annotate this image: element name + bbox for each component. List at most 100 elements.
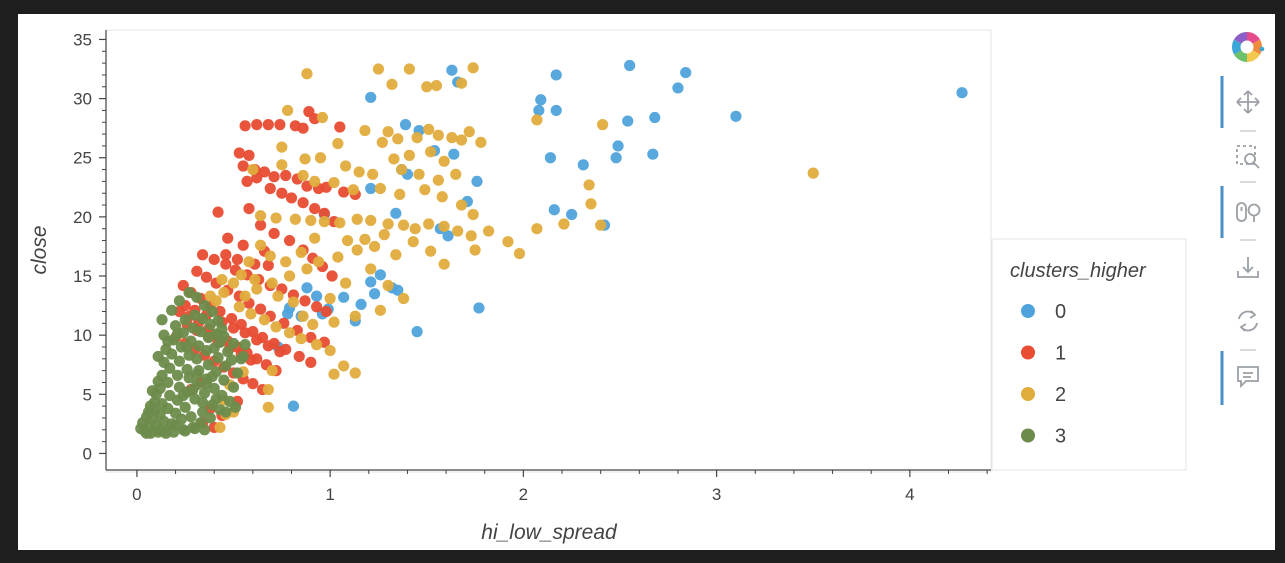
scatter-point [566, 208, 578, 221]
scatter-point [166, 304, 178, 316]
box-zoom-tool-icon[interactable] [1236, 145, 1260, 169]
scatter-point [349, 367, 361, 379]
scatter-point [365, 91, 377, 104]
scatter-point [558, 218, 570, 230]
scatter-point [318, 216, 330, 228]
scatter-point [195, 326, 207, 338]
scatter-point [266, 277, 278, 289]
scatter-point [680, 66, 692, 79]
scatter-point [353, 166, 365, 178]
scatter-point [212, 352, 224, 364]
y-tick-label: 35 [73, 30, 92, 49]
scatter-point [274, 346, 286, 358]
x-tick-labels: 0 1 2 3 4 [132, 485, 914, 504]
scatter-point [438, 155, 450, 167]
legend-marker [1021, 387, 1035, 401]
scatter-point [328, 368, 340, 380]
scatter-point [332, 251, 344, 263]
scatter-point [220, 249, 232, 261]
scatter-point [367, 168, 379, 180]
scatter-point [282, 104, 294, 117]
scatter-point [513, 247, 526, 260]
legend-item-3: 3 [1021, 426, 1066, 448]
scatter-point [475, 136, 487, 148]
scatter-point [254, 303, 267, 315]
scatter-point [237, 350, 249, 363]
scatter-point [340, 277, 352, 289]
scatter-point [436, 191, 448, 203]
scatter-point [411, 132, 423, 144]
scatter-point [649, 111, 661, 124]
scatter-point [179, 401, 191, 413]
scatter-point [382, 218, 394, 230]
scatter-point [152, 375, 164, 387]
scatter-point [227, 381, 240, 393]
scatter-point [233, 147, 245, 159]
scatter-point [533, 104, 545, 117]
scatter-point [347, 184, 359, 196]
scatter-point [334, 217, 346, 229]
scatter-point [289, 213, 301, 225]
x-tick-label: 1 [325, 485, 334, 504]
scatter-point [446, 132, 458, 144]
scatter-points [135, 59, 968, 439]
scatter-point [469, 244, 481, 256]
scatter-point [411, 326, 423, 338]
scatter-point [382, 126, 394, 138]
scatter-point [376, 136, 388, 148]
scatter-point [227, 337, 240, 350]
scatter-point [442, 230, 454, 242]
scatter-point [249, 273, 261, 286]
scatter-point [338, 186, 350, 198]
scatter-point [247, 163, 259, 176]
scatter-point [407, 236, 419, 248]
scatter-point [956, 87, 968, 99]
scatter-point [262, 383, 274, 396]
x-tick-label: 4 [905, 485, 914, 504]
series-3 [135, 286, 251, 439]
scatter-point [301, 68, 313, 80]
scatter-point [365, 182, 377, 195]
scatter-point [270, 212, 282, 224]
scatter-point [245, 308, 257, 320]
scatter-point [583, 179, 595, 191]
bokeh-logo-icon[interactable] [1231, 31, 1265, 63]
legend-items: 0 1 2 3 [1021, 301, 1066, 448]
scatter-point [210, 393, 222, 405]
scatter-point [388, 153, 400, 165]
scatter-point [386, 78, 398, 91]
legend-marker [1021, 304, 1035, 318]
scatter-point [421, 81, 433, 93]
pan-tool-icon[interactable] [1236, 90, 1260, 114]
scatter-point [254, 239, 267, 251]
scatter-point [266, 365, 278, 377]
wheel-zoom-tool-icon[interactable] [1236, 202, 1261, 222]
scatter-point [231, 253, 243, 266]
scatter-point [465, 230, 477, 242]
scatter-point [438, 258, 450, 270]
scatter-point [413, 168, 425, 180]
reset-tool-icon[interactable] [1238, 310, 1258, 332]
y-tick-label: 5 [83, 385, 92, 404]
scatter-point [169, 419, 182, 431]
scatter-point [241, 175, 253, 187]
x-tick-label: 2 [519, 485, 528, 504]
scatter-point [258, 166, 271, 178]
scatter-point [191, 368, 203, 380]
scatter-point [595, 219, 607, 231]
scatter-point [365, 214, 377, 227]
hover-tool-icon[interactable] [1237, 366, 1259, 389]
scatter-point [191, 353, 203, 365]
scatter-point [647, 148, 659, 160]
scatter-point [171, 328, 184, 340]
scatter-point [189, 423, 201, 435]
scatter-point [374, 182, 386, 195]
scatter-point [326, 270, 338, 282]
y-tick-label: 15 [73, 267, 92, 286]
scatter-point [309, 175, 321, 187]
save-tool-icon[interactable] [1237, 257, 1259, 278]
scatter-point [274, 119, 286, 131]
legend: clusters_higher 0 1 2 3 [991, 238, 1187, 471]
scatter-point [204, 290, 216, 302]
scatter-point [340, 160, 352, 172]
